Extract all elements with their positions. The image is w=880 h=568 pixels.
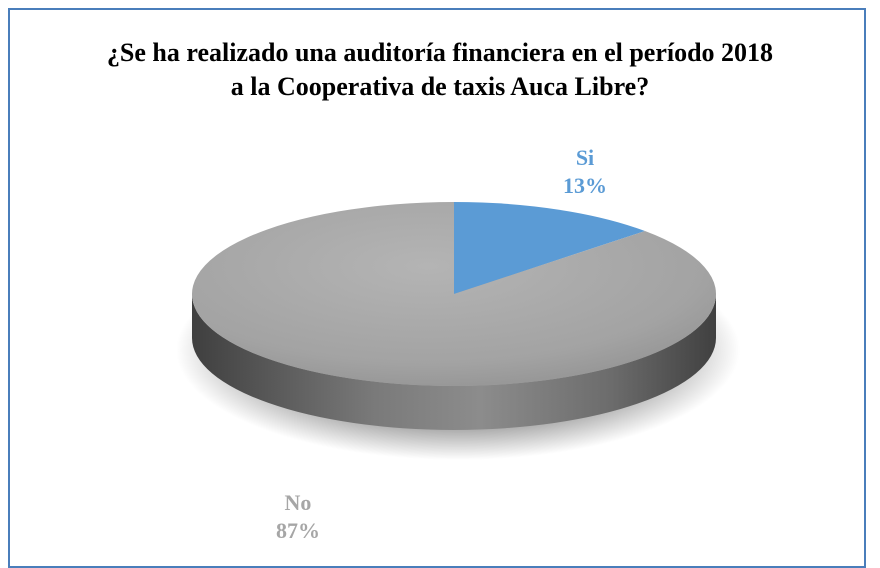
pie-chart: Si 13% No 87% (176, 145, 740, 543)
chart-title: ¿Se ha realizado una auditoría financier… (106, 38, 774, 101)
pie-top (192, 202, 717, 387)
data-label-no-name: No (285, 490, 312, 515)
pie-side (192, 294, 716, 430)
pie-side-band (192, 294, 716, 430)
pie-slice-si[interactable] (454, 202, 645, 294)
data-label-si-value: 13% (563, 173, 607, 198)
pie-slice-no[interactable] (192, 202, 717, 387)
pie-labels: Si 13% No 87% (276, 145, 607, 543)
data-label-no-value: 87% (276, 518, 320, 543)
data-label-si-name: Si (576, 145, 594, 170)
